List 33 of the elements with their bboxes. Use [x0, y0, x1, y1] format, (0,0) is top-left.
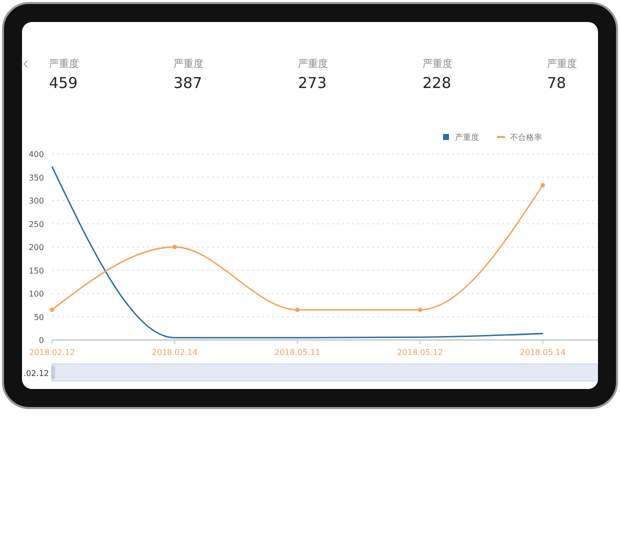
text: 严重度 [298, 58, 328, 70]
y-tick-label: 0 [38, 336, 44, 345]
point [418, 308, 422, 312]
text: 459 [49, 74, 78, 92]
y-tick-label: 350 [28, 173, 44, 182]
y-tick-label: 250 [28, 220, 44, 229]
y-tick-label: 400 [28, 150, 44, 159]
point [172, 244, 177, 250]
y-tick-label: 200 [28, 243, 44, 252]
text: 387 [174, 74, 202, 92]
point [50, 308, 54, 312]
x-tick-label: 2018.05.14 [520, 348, 566, 357]
text: 严重度 [49, 58, 79, 70]
y-tick-label: 50 [34, 312, 44, 322]
point [540, 182, 545, 188]
point [295, 308, 300, 312]
y-tick-label: 150 [28, 266, 44, 276]
line-series [51, 166, 544, 338]
text: 228 [422, 74, 452, 92]
legend-label: 不合格率 [510, 133, 542, 142]
text: 78 [547, 74, 566, 92]
text: .02.12 [24, 369, 49, 378]
x-tick-label: 2018.02.14 [152, 348, 198, 357]
y-tick-label: 300 [28, 196, 44, 206]
x-tick-label: 2018.02.12 [29, 348, 75, 357]
x-tick-label: 2018.05.11 [274, 348, 320, 357]
x-tick-label: 2018.05.12 [397, 348, 443, 357]
text: 严重度 [547, 58, 577, 70]
text: 严重度 [174, 58, 204, 70]
text: 273 [298, 74, 327, 92]
legend-label: 产重度 [455, 133, 479, 142]
text: 严重度 [422, 58, 452, 70]
y-tick-label: 100 [28, 290, 44, 298]
